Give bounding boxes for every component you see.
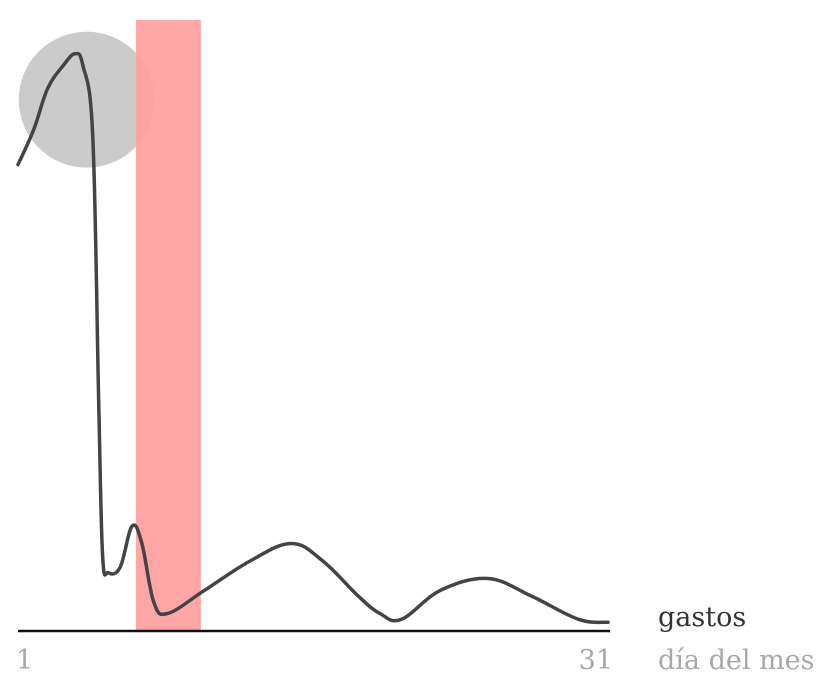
x-tick-label-end: 31 xyxy=(579,645,613,676)
series-line-gastos xyxy=(16,51,610,625)
x-tick-label-start: 1 xyxy=(16,645,33,676)
series-label-gastos: gastos xyxy=(658,602,746,633)
peak-highlight-circle xyxy=(18,31,155,168)
highlight-band xyxy=(136,20,201,631)
x-axis-label: día del mes xyxy=(658,645,815,676)
